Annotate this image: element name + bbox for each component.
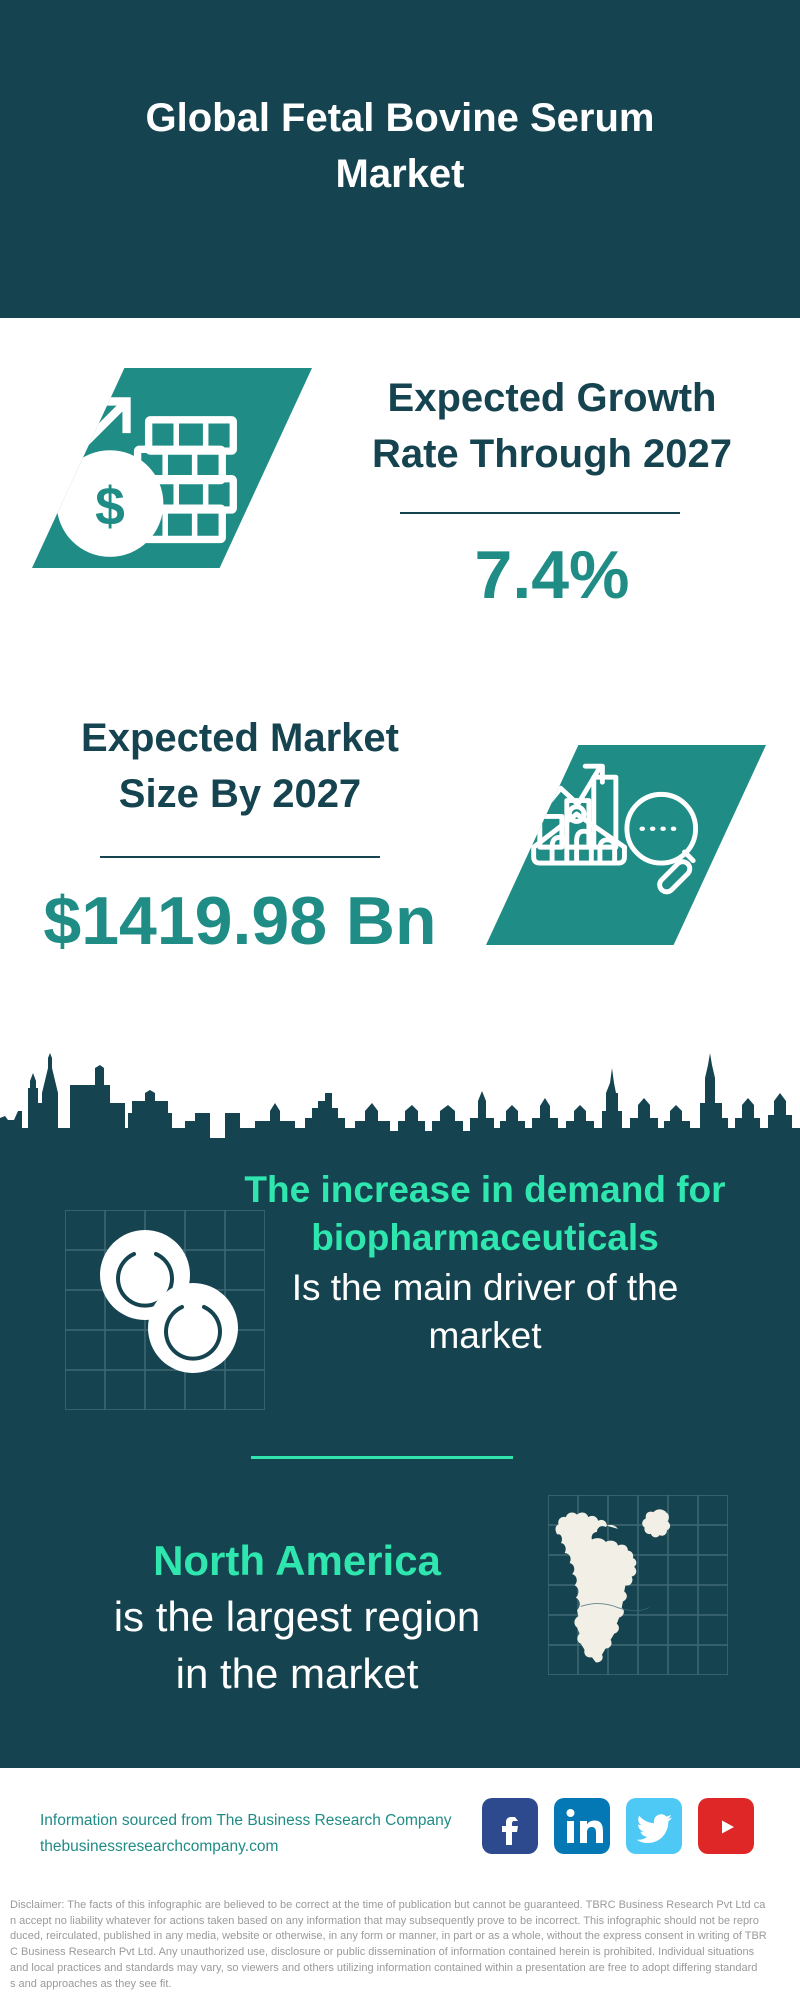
- svg-text:$: $: [95, 478, 125, 537]
